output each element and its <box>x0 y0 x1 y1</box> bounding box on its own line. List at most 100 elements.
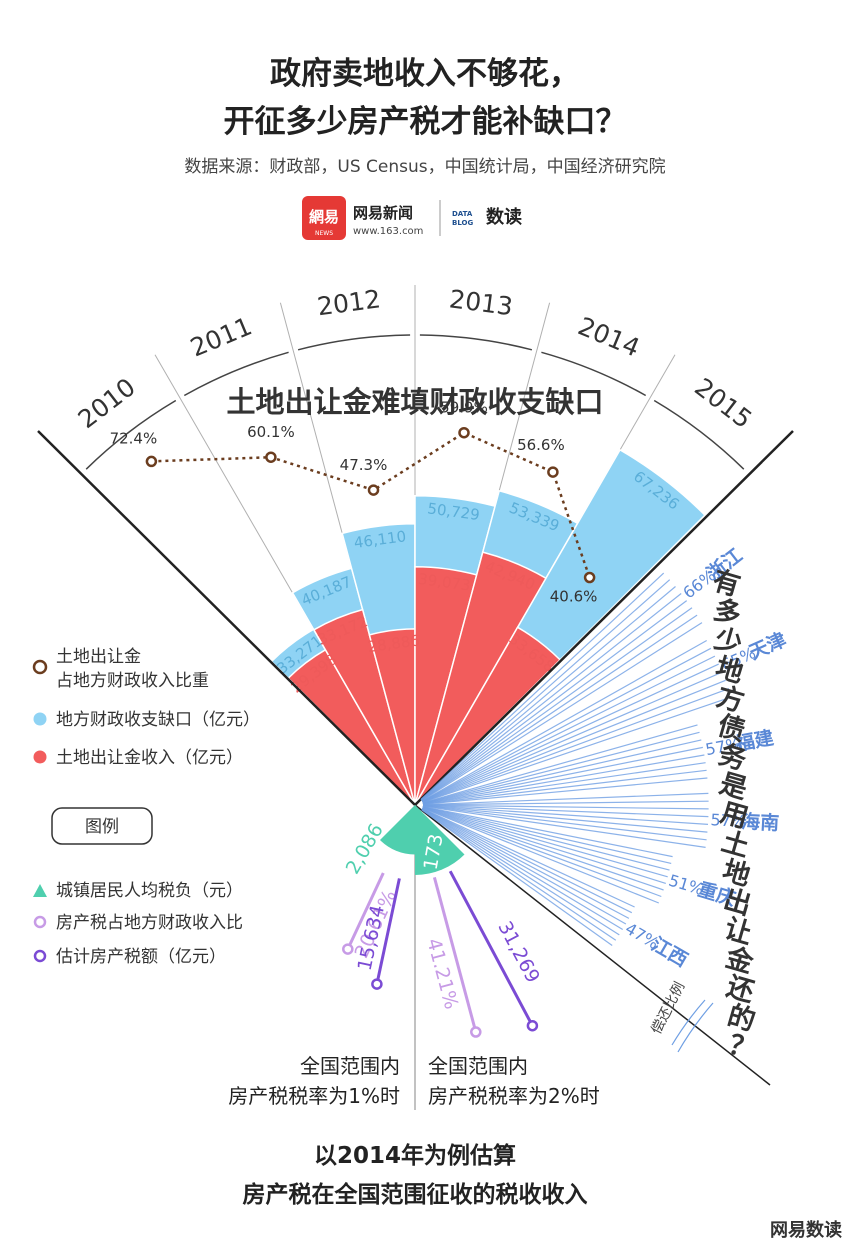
ratio-point <box>458 426 470 439</box>
netease-logo-sub: NEWS <box>315 230 333 237</box>
ratio-value-label: 59.9% <box>440 399 488 417</box>
debt-bar-line <box>422 805 708 833</box>
bottom-title-line1: 以2014年为例估算 <box>314 1142 516 1169</box>
debt-bar-line <box>422 663 719 803</box>
legend-amount-swatch <box>33 949 47 963</box>
debt-bar-line <box>422 806 672 864</box>
watermark: 网易数读 <box>770 1219 842 1241</box>
province-label: 天津 <box>746 628 790 665</box>
debt-bar-line <box>421 639 707 802</box>
debt-bar-line <box>422 806 668 878</box>
brand-bar: 網易 NEWS 网易新闻 www.163.com DATA BLOG 数读 <box>302 196 522 240</box>
debt-bar-line <box>421 808 624 931</box>
data-source: 数据来源：财政部，US Census，中国统计局，中国经济研究院 <box>184 157 665 177</box>
debt-bar-line <box>422 739 702 804</box>
debt-axis-arc <box>677 1002 714 1053</box>
fan-year-arc <box>85 399 177 470</box>
debt-bar-line <box>420 586 676 801</box>
left-diagonal-divider <box>37 430 416 806</box>
debt-bar-line <box>421 614 698 801</box>
debt-bar-line <box>422 731 700 804</box>
debt-bar-line <box>420 593 682 801</box>
section-title: 土地出让金难填财政收支缺口 <box>226 385 603 419</box>
debt-bar-line <box>422 806 673 858</box>
fan-legend: 土地出让金 占地方财政收入比重 地方财政收支缺口（亿元） 土地出让金收入（亿元） <box>32 647 260 768</box>
debt-bar-line <box>421 809 617 941</box>
ratio-value-label: 72.4% <box>110 429 158 447</box>
share-1pct-dot <box>342 943 354 955</box>
debt-bar-line <box>422 777 708 805</box>
fan-year-label: 2014 <box>574 311 644 362</box>
data-blog-mark-1: DATA <box>452 210 473 218</box>
debt-axis-arc <box>671 999 706 1046</box>
tax-legend: 图例 城镇居民人均税负（元） 房产税占地方财政收入比 估计房产税额（亿元） <box>33 807 243 967</box>
debt-bar-line <box>421 647 712 802</box>
debt-bar-line <box>422 792 709 806</box>
blog-name: 数读 <box>486 206 522 228</box>
rate1-label-line2: 房产税税率为1%时 <box>228 1084 400 1108</box>
legend-land-swatch <box>33 750 47 764</box>
debt-bar-line <box>422 754 705 805</box>
debt-value-label: 57% <box>710 810 747 831</box>
legend-gap-label: 地方财政收支缺口（亿元） <box>56 710 260 730</box>
fan-year-arc <box>541 351 647 397</box>
fan-year-label: 2012 <box>315 284 382 321</box>
debt-bar-line <box>422 724 698 804</box>
ratio-point <box>265 451 277 463</box>
fan-year-arc <box>183 351 289 397</box>
lower-right-divider <box>414 804 771 1086</box>
province-label: 海南 <box>741 810 780 835</box>
data-blog-mark-2: BLOG <box>452 219 473 227</box>
legend-land-label: 土地出让金收入（亿元） <box>56 748 243 768</box>
legend-box-label: 图例 <box>85 817 119 837</box>
land-bar-2014 <box>414 551 547 806</box>
debt-bar-line <box>422 800 709 806</box>
netease-logo-glyph: 網易 <box>309 208 339 226</box>
brand-url: www.163.com <box>353 226 423 237</box>
amount-2pct-dot <box>526 1019 539 1032</box>
debt-bar-line <box>421 808 630 919</box>
rate1-label-line1: 全国范围内 <box>300 1054 400 1078</box>
ratio-point <box>583 571 596 584</box>
legend-amount-label: 估计房产税额（亿元） <box>56 947 226 967</box>
debt-bar-line <box>422 804 709 825</box>
legend-ratio-swatch <box>32 659 48 675</box>
percapita-sector-1pct <box>380 805 415 855</box>
debt-bar-line <box>422 807 660 904</box>
page-title-line1: 政府卖地收入不够花， <box>270 56 580 92</box>
share-2pct-label: 41.21% <box>422 936 462 1012</box>
debt-bar-line <box>422 806 670 871</box>
debt-bar-line <box>421 809 613 946</box>
ratio-value-label: 56.6% <box>517 436 565 454</box>
debt-bar-line <box>422 671 723 803</box>
debt-bar-line <box>422 769 707 805</box>
amount-1pct-dot <box>371 978 383 990</box>
debt-bar-line <box>422 807 635 908</box>
debt-bar-line <box>421 808 633 914</box>
debt-bar-line <box>422 804 709 818</box>
ratio-value-label: 47.3% <box>340 456 388 474</box>
debt-bar-line <box>422 687 730 803</box>
debt-bar-line <box>422 806 666 884</box>
fan-year-label: 2010 <box>73 372 141 434</box>
fan-year-arc <box>419 334 533 351</box>
debt-bar-line <box>422 746 704 804</box>
debt-bar-line <box>420 579 671 801</box>
legend-share-swatch <box>33 915 47 929</box>
fan-ratio-line: 72.4% 60.1% 47.3% 59.9% 56.6% 40.6% <box>110 399 598 606</box>
brand-name: 网易新闻 <box>353 204 413 222</box>
debt-bar-line <box>422 805 707 841</box>
right-title-char: ？ <box>725 1029 759 1066</box>
share-2pct-stick <box>432 877 478 1033</box>
debt-bar-line <box>421 622 703 802</box>
legend-gap-swatch <box>33 712 47 726</box>
rate2-label-line1: 全国范围内 <box>428 1054 528 1078</box>
debt-bar-line <box>421 808 620 936</box>
legend-percapita-label: 城镇居民人均税负（元） <box>56 881 243 901</box>
share-1pct-stick <box>346 872 385 950</box>
share-2pct-dot <box>470 1026 482 1038</box>
amount-2pct-stick <box>448 870 534 1027</box>
